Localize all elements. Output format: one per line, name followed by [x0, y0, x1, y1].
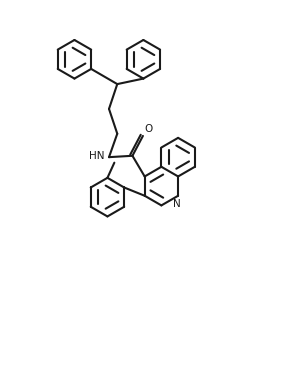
Text: N: N — [173, 199, 181, 209]
Text: O: O — [144, 124, 152, 134]
Text: HN: HN — [89, 151, 104, 161]
